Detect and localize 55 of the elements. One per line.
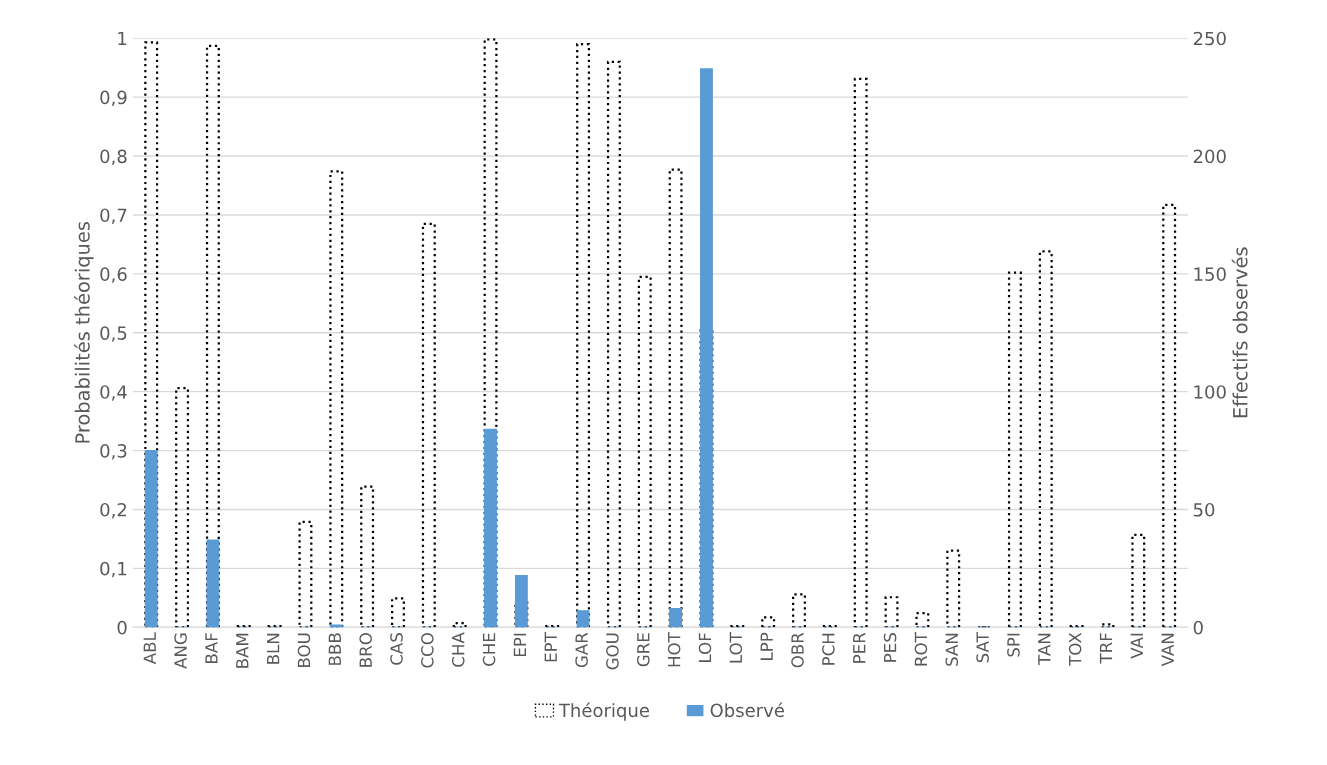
- x-tick-label: BBB: [328, 633, 341, 665]
- x-tick-label: ROT: [914, 632, 928, 666]
- y-tick-label: 0,5: [100, 326, 127, 342]
- y-tick-label: 0,7: [100, 208, 127, 224]
- x-tick-label: VAN: [1161, 633, 1174, 667]
- x-tick-label: ANG: [174, 633, 187, 669]
- x-tick-label: CHE: [482, 633, 496, 666]
- y-tick-label: 1: [118, 31, 127, 46]
- y-tick-label: 0,4: [100, 385, 127, 401]
- x-tick-label: SAN: [945, 633, 959, 666]
- y-tick-label: 0,2: [100, 502, 127, 519]
- x-tick-label: EPT: [544, 632, 557, 662]
- y-tick-label: 0,6: [100, 267, 127, 283]
- x-tick-label: LPP: [760, 632, 773, 660]
- y-tick-label: 0,9: [100, 90, 127, 107]
- x-tick-label: SPI: [1007, 633, 1020, 657]
- legend-label: Observé: [710, 702, 784, 718]
- x-tick-label: EPI: [513, 633, 526, 657]
- y2-tick-label: 150: [1194, 267, 1226, 281]
- x-tick-label: CHA: [451, 632, 465, 667]
- x-tick-label: ABL: [143, 632, 156, 665]
- y-tick-label: 0,1: [100, 561, 127, 578]
- x-tick-label: HOT: [667, 632, 681, 667]
- y2-tick-label: 200: [1193, 149, 1226, 164]
- x-tick-label: BLN: [267, 633, 280, 664]
- legend-label: Théorique: [558, 702, 649, 721]
- x-tick-label: LOF: [698, 633, 712, 662]
- x-tick-label: BOU: [297, 633, 311, 667]
- x-tick-label: TAN: [1038, 633, 1051, 665]
- y2-axis-title: Effectifs observés: [1231, 247, 1248, 418]
- y-tick-label: 0: [117, 620, 127, 635]
- y-tick-label: 0,3: [100, 444, 127, 460]
- x-tick-label: BAF: [205, 633, 218, 663]
- x-tick-label: PCH: [822, 633, 835, 665]
- x-tick-label: OBR: [791, 632, 804, 668]
- x-tick-label: PES: [883, 633, 897, 662]
- x-tick-label: CAS: [390, 633, 403, 665]
- x-tick-label: PER: [853, 632, 866, 663]
- x-tick-label: BAM: [236, 633, 249, 668]
- y2-tick-label: 0: [1193, 620, 1203, 635]
- x-tick-label: TOX: [1068, 632, 1082, 666]
- x-tick-label: LOT: [729, 632, 743, 663]
- x-tick-label: TRF: [1099, 633, 1113, 664]
- y2-tick-label: 50: [1193, 502, 1215, 517]
- x-tick-label: GRE: [636, 633, 650, 667]
- x-tick-label: GOU: [606, 633, 619, 670]
- y2-tick-label: 250: [1193, 31, 1226, 46]
- x-tick-label: BRO: [359, 633, 372, 667]
- x-tick-label: CCO: [421, 633, 434, 668]
- y-tick-label: 0,8: [100, 149, 127, 166]
- x-tick-label: SAT: [976, 632, 989, 663]
- x-tick-label: VAI: [1130, 633, 1143, 659]
- x-tick-label: GAR: [575, 632, 588, 668]
- y2-tick-label: 100: [1194, 385, 1226, 399]
- y-axis-title: Probabilités théoriques: [73, 221, 94, 443]
